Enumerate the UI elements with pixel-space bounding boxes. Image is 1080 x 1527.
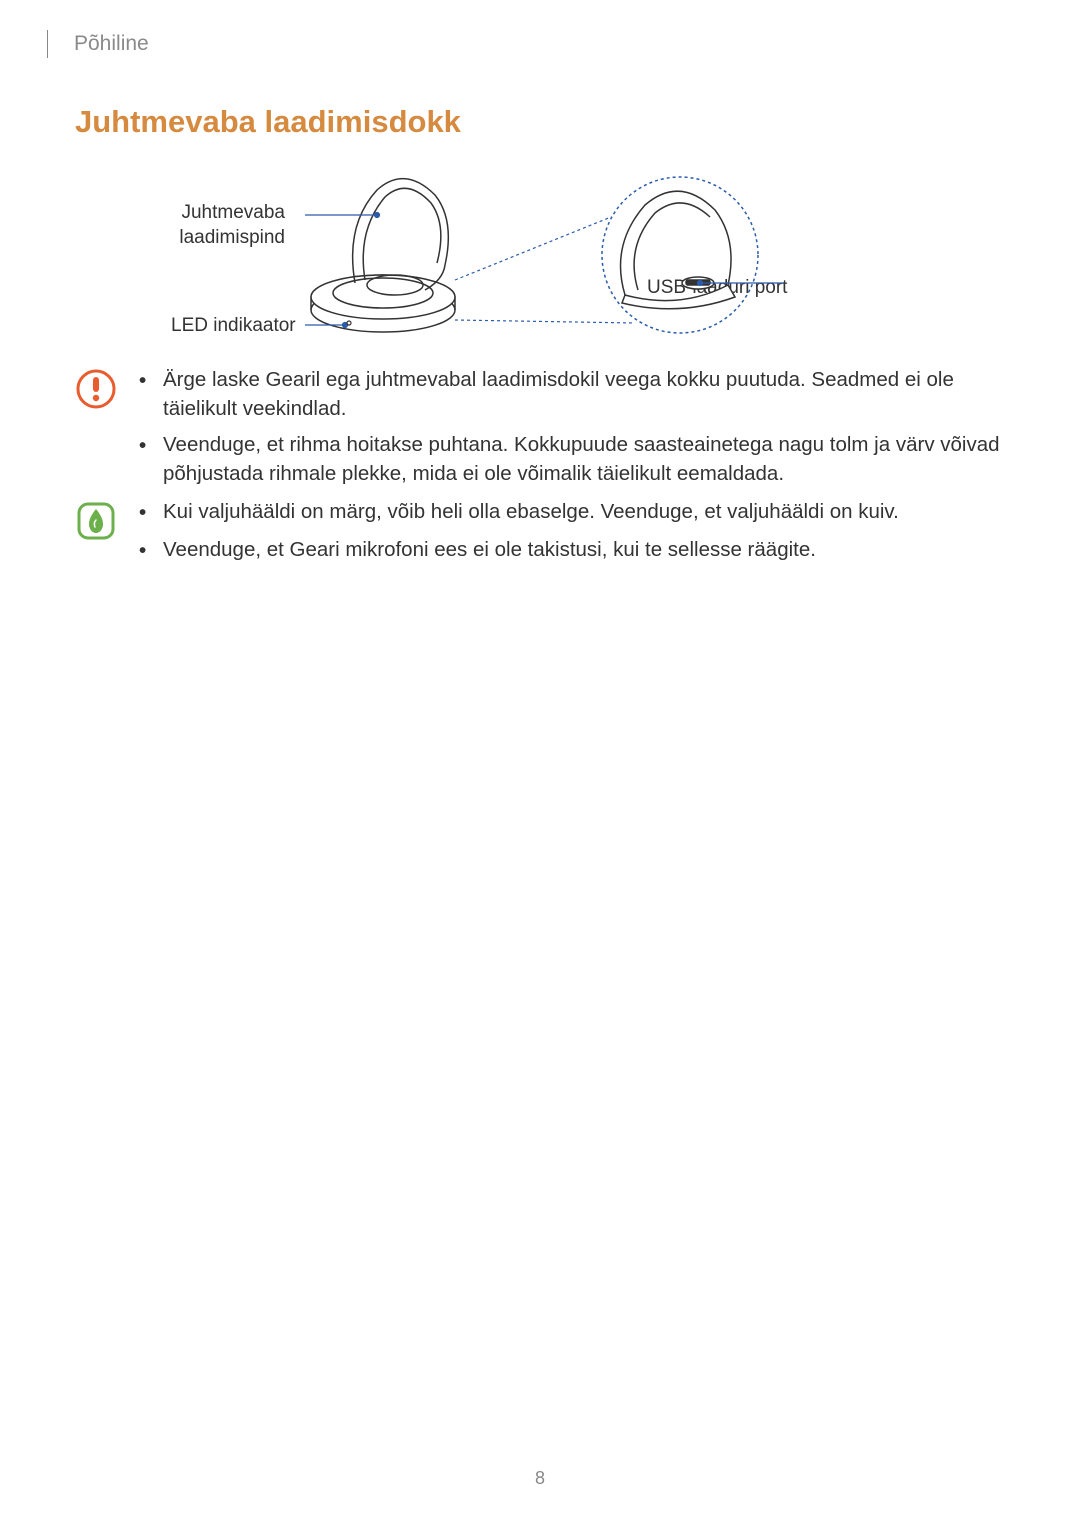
bullet-text: Ärge laske Gearil ega juhtmevabal laadim… [163, 366, 1005, 423]
list-item: • Veenduge, et Geari mikrofoni ees ei ol… [139, 536, 1005, 566]
warning-icon [75, 368, 117, 410]
label-charging-surface: Juhtmevaba laadimispind [165, 201, 285, 250]
list-item: • Ärge laske Gearil ega juhtmevabal laad… [139, 366, 1005, 423]
label-led: LED indikaator [171, 315, 296, 337]
note-icon-col [75, 498, 139, 542]
list-item: • Kui valjuhääldi on märg, võib heli oll… [139, 498, 1005, 528]
page-header: Põhiline [0, 30, 149, 58]
bullet-text: Veenduge, et Geari mikrofoni ees ei ole … [163, 536, 1005, 565]
warning-list: • Ärge laske Gearil ega juhtmevabal laad… [139, 366, 1005, 497]
bullet-text: Kui valjuhääldi on märg, võib heli olla … [163, 498, 1005, 527]
section-title: Juhtmevaba laadimisdokk [75, 104, 461, 140]
note-icon [75, 500, 117, 542]
bullet-dot: • [139, 366, 163, 396]
warning-callout: • Ärge laske Gearil ega juhtmevabal laad… [75, 366, 1005, 497]
label-charging-surface-line2: laadimispind [179, 227, 285, 248]
bullet-text: Veenduge, et rihma hoitakse puhtana. Kok… [163, 431, 1005, 488]
dock-diagram-svg [305, 165, 805, 345]
list-item: • Veenduge, et rihma hoitakse puhtana. K… [139, 431, 1005, 488]
note-list: • Kui valjuhääldi on märg, võib heli oll… [139, 498, 1005, 573]
label-charging-surface-line1: Juhtmevaba [181, 202, 285, 223]
bullet-dot: • [139, 498, 163, 528]
bullet-dot: • [139, 431, 163, 461]
header-rule [0, 30, 48, 58]
dock-diagram: Juhtmevaba laadimispind LED indikaator U… [155, 165, 835, 345]
bullet-dot: • [139, 536, 163, 566]
note-callout: • Kui valjuhääldi on märg, võib heli oll… [75, 498, 1005, 573]
warning-icon-col [75, 366, 139, 410]
header-text: Põhiline [74, 32, 149, 56]
page-number: 8 [0, 1468, 1080, 1489]
